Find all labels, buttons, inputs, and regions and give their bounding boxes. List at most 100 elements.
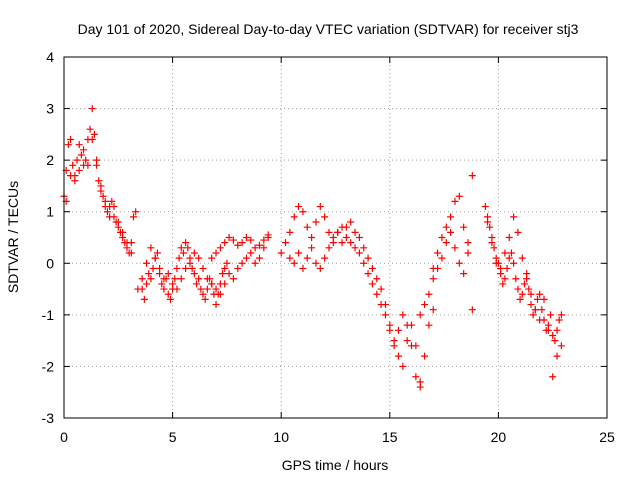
data-point <box>251 259 259 267</box>
data-point <box>460 223 468 231</box>
plot-frame <box>63 56 608 419</box>
data-point <box>229 275 237 283</box>
data-point <box>425 290 433 298</box>
data-point <box>140 295 148 303</box>
data-point <box>286 228 294 236</box>
tick-labels: 0 5 10 15 20 25 -3 -2 -1 0 1 2 3 4 <box>42 49 615 445</box>
data-point <box>484 218 492 226</box>
data-point <box>86 125 94 133</box>
data-point <box>169 280 177 288</box>
data-point <box>186 259 194 267</box>
data-point <box>71 177 79 185</box>
data-point <box>544 326 552 334</box>
data-point <box>260 244 268 252</box>
data-point <box>503 264 511 272</box>
data-point <box>501 275 509 283</box>
data-point <box>421 352 429 360</box>
data-point <box>488 239 496 247</box>
data-point <box>394 352 402 360</box>
data-point <box>234 241 242 249</box>
data-point <box>334 228 342 236</box>
data-point <box>147 244 155 252</box>
data-point <box>242 254 250 262</box>
data-point <box>518 254 526 262</box>
data-point <box>308 234 316 241</box>
data-point <box>399 362 407 370</box>
data-point <box>203 275 211 283</box>
data-point <box>179 249 187 257</box>
data-point <box>190 249 198 257</box>
data-point <box>416 378 424 386</box>
data-point <box>316 264 324 272</box>
data-point <box>386 326 394 334</box>
data-point <box>164 290 172 298</box>
data-point <box>208 254 216 262</box>
data-point <box>203 285 211 293</box>
data-point <box>127 249 135 257</box>
data-point <box>216 290 224 298</box>
data-point <box>377 285 385 293</box>
data-point <box>394 326 402 334</box>
data-point <box>553 326 561 334</box>
y-tick-label: -2 <box>42 358 55 374</box>
data-point <box>533 295 541 303</box>
data-point <box>242 234 250 241</box>
x-tick-label: 5 <box>169 429 177 445</box>
data-point <box>381 311 389 319</box>
data-point <box>290 213 298 221</box>
data-point <box>247 236 255 244</box>
x-tick-label: 15 <box>382 429 398 445</box>
data-point <box>505 234 513 241</box>
data-point <box>164 270 172 278</box>
data-point <box>364 270 372 278</box>
data-point <box>538 306 546 314</box>
data-point <box>67 136 75 144</box>
data-point <box>360 244 368 252</box>
data-point <box>425 321 433 329</box>
y-tick-label: -3 <box>42 410 55 426</box>
data-point <box>347 239 355 247</box>
data-point <box>536 316 544 324</box>
data-point <box>153 249 161 257</box>
data-point <box>123 239 131 247</box>
y-axis-label: SDTVAR / TECUs <box>5 181 21 293</box>
data-point <box>536 290 544 298</box>
data-point <box>225 270 233 278</box>
data-point <box>492 259 500 267</box>
data-point <box>555 316 563 324</box>
data-point <box>547 311 555 319</box>
data-point <box>138 275 146 283</box>
data-point <box>429 275 437 283</box>
data-point <box>390 342 398 350</box>
data-point <box>95 177 103 185</box>
data-point <box>69 161 77 169</box>
data-point <box>460 270 468 278</box>
data-point <box>260 236 268 244</box>
data-point <box>321 254 329 262</box>
data-points <box>60 105 565 391</box>
data-point <box>77 151 85 159</box>
data-point <box>84 161 92 169</box>
data-point <box>351 244 359 252</box>
data-point <box>455 192 463 200</box>
data-point <box>238 259 246 267</box>
data-point <box>199 264 207 272</box>
data-point <box>212 301 220 309</box>
data-point <box>468 306 476 314</box>
data-point <box>277 249 285 257</box>
data-point <box>299 264 307 272</box>
data-point <box>557 342 565 350</box>
data-point <box>132 208 140 216</box>
y-tick-label: 2 <box>46 152 54 168</box>
data-point <box>486 223 494 231</box>
data-point <box>90 130 98 138</box>
data-point <box>101 197 109 205</box>
data-point <box>149 264 157 272</box>
data-point <box>412 373 420 381</box>
data-point <box>529 311 537 319</box>
data-point <box>464 239 472 247</box>
y-tick-label: -1 <box>42 307 55 323</box>
data-point <box>221 239 229 247</box>
data-point <box>229 236 237 244</box>
